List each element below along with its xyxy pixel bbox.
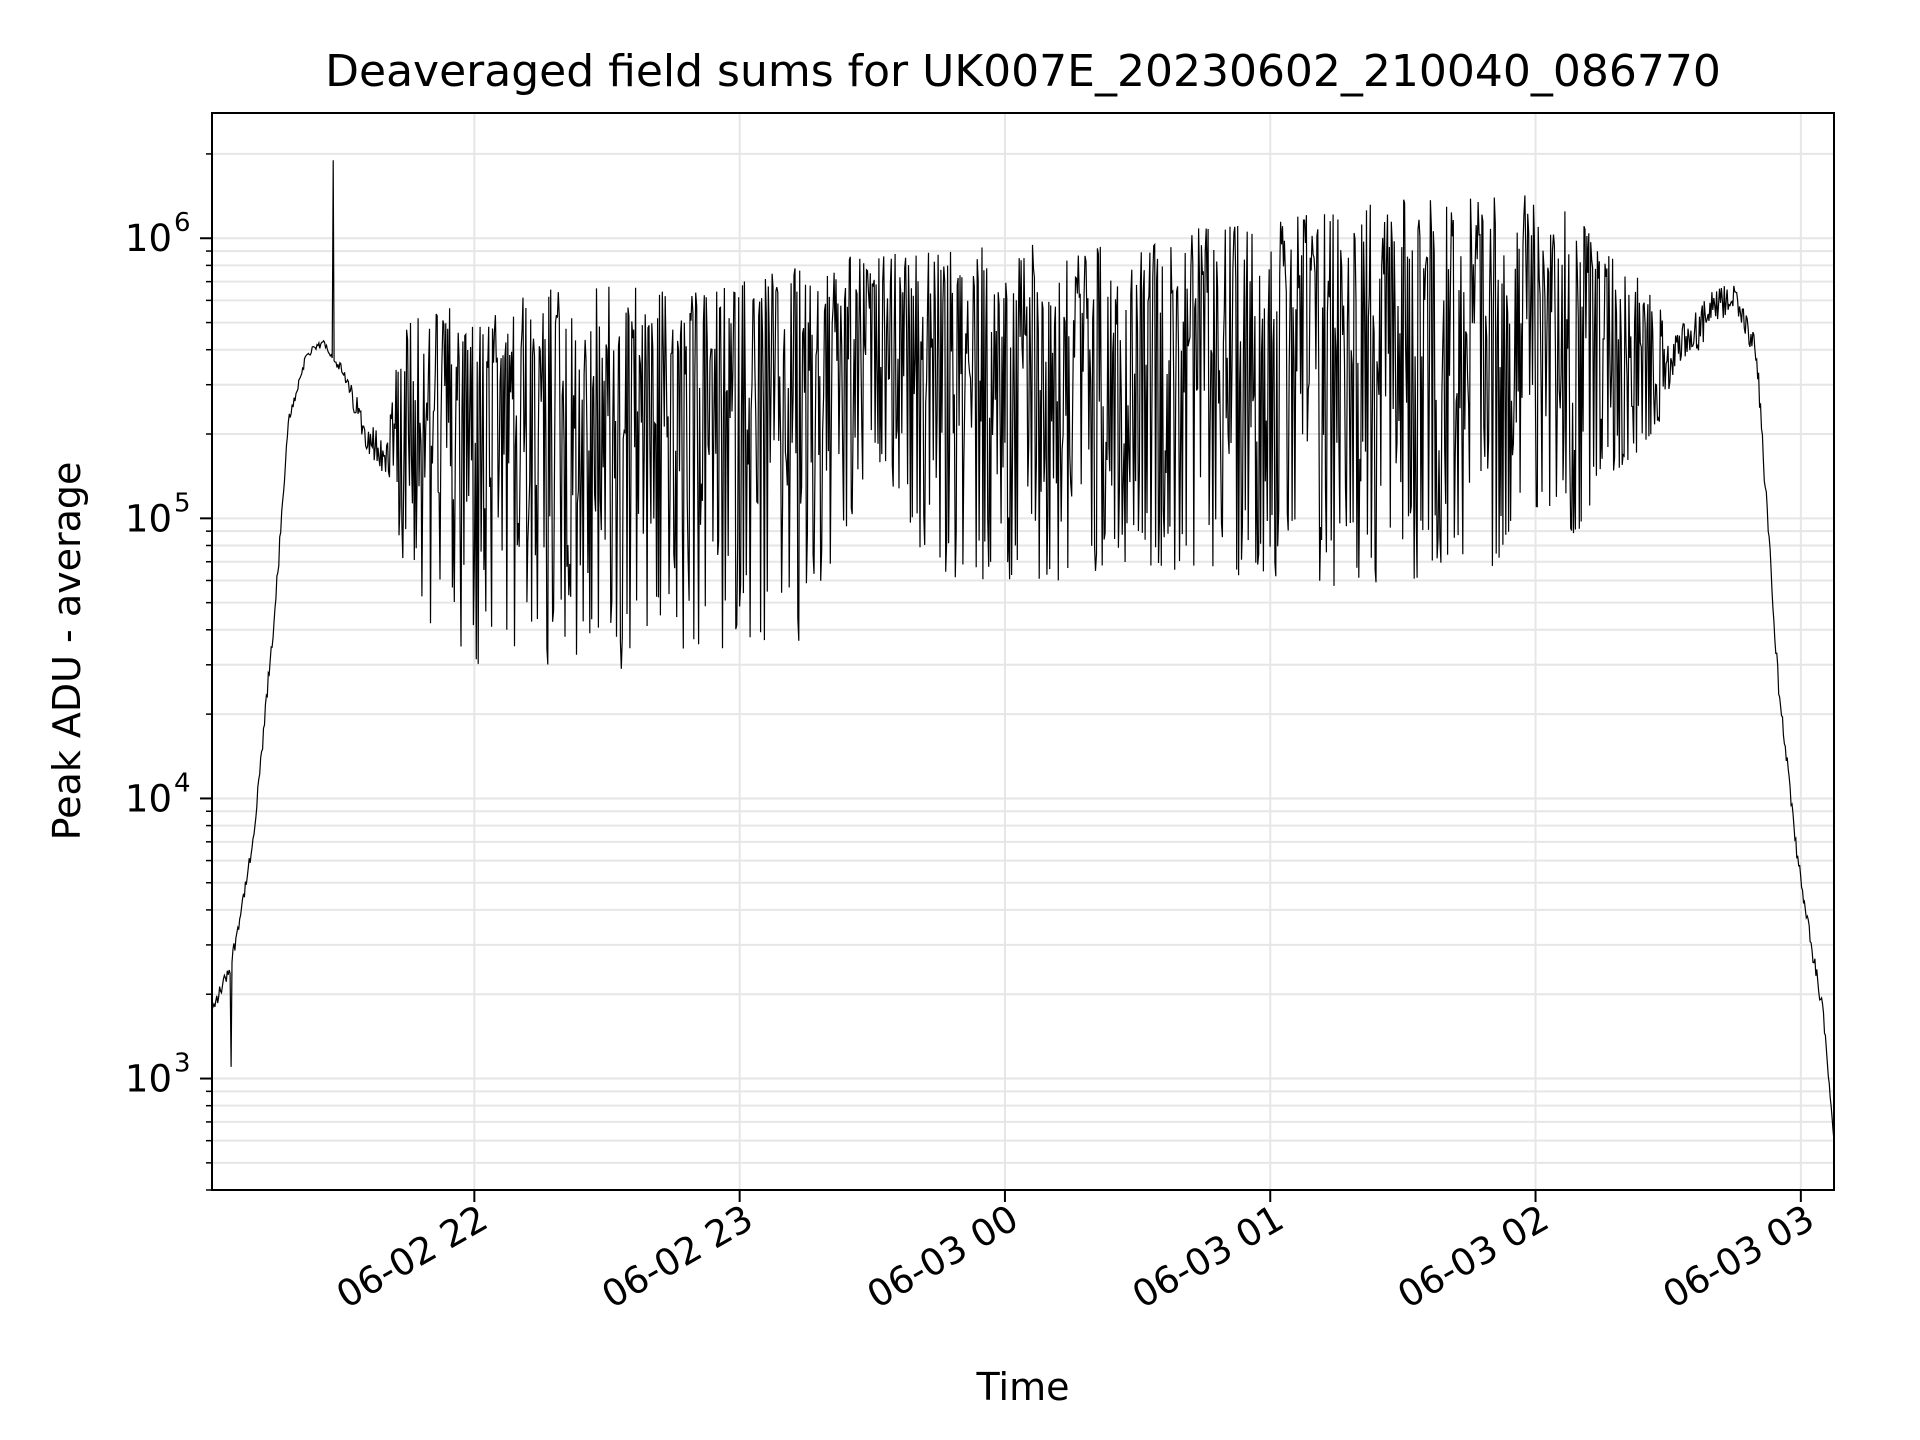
- plot-frame: [211, 112, 1835, 1191]
- y-tick-label: 10: [125, 497, 172, 540]
- y-tick-exponent: 3: [174, 1049, 191, 1079]
- y-tick-label: 10: [125, 777, 172, 820]
- y-tick-label: 10: [125, 1058, 172, 1101]
- y-tick-exponent: 6: [174, 208, 191, 238]
- y-tick-exponent: 4: [174, 768, 191, 798]
- y-tick-exponent: 5: [174, 488, 191, 518]
- y-axis-label: Peak ADU - average: [45, 462, 89, 841]
- chart-title: Deaveraged field sums for UK007E_2023060…: [325, 46, 1721, 97]
- y-tick-label: 10: [125, 217, 172, 260]
- series-line: [211, 160, 1835, 1141]
- grid: [212, 113, 1834, 1191]
- x-axis-label: Time: [976, 1365, 1070, 1409]
- series-line-path: [211, 160, 1835, 1141]
